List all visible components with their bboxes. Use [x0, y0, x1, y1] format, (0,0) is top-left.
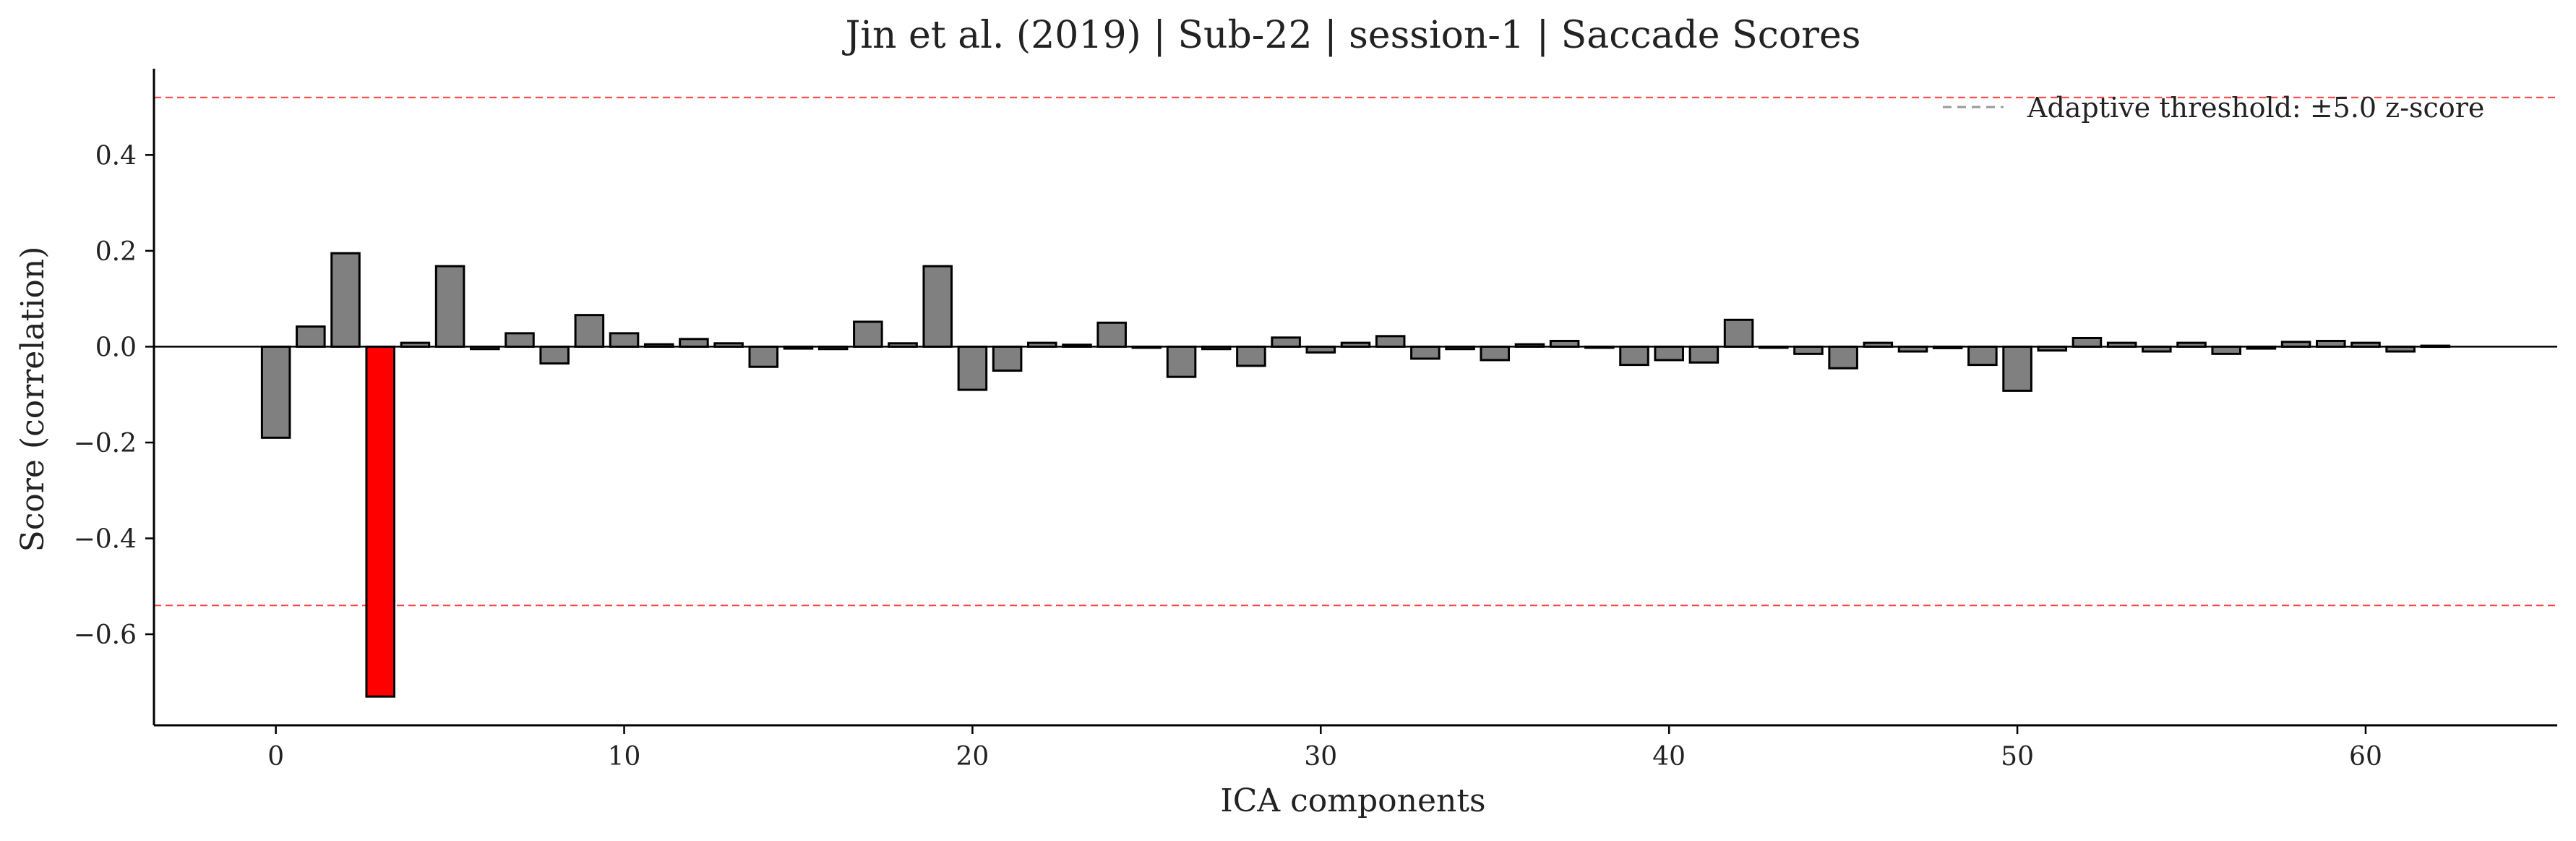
bar-component-45 — [1828, 345, 1858, 370]
bar-component-29 — [1271, 336, 1301, 348]
bar-component-19 — [922, 265, 953, 348]
x-tick-label-0: 0 — [267, 742, 284, 772]
bar-component-20 — [957, 345, 988, 391]
bar-component-21 — [992, 345, 1023, 372]
x-ticks: 0 10 20 30 40 50 60 — [267, 725, 2382, 772]
bar-component-5 — [434, 265, 465, 348]
bar-component-24 — [1096, 321, 1127, 348]
x-tick-label-10: 10 — [608, 742, 641, 772]
bar-component-32 — [1375, 335, 1406, 348]
x-tick-label-50: 50 — [2001, 742, 2034, 772]
chart-title: Jin et al. (2019) | Sub-22 | session-1 |… — [842, 14, 1861, 57]
bar-component-42 — [1723, 318, 1754, 348]
bar-component-56 — [2211, 345, 2241, 355]
x-tick-label-30: 30 — [1304, 742, 1337, 772]
bar-component-0 — [260, 345, 291, 439]
bar-component-17 — [853, 320, 883, 348]
bar-component-1 — [296, 325, 326, 348]
bar-component-7 — [505, 332, 535, 348]
y-tick-label-5: 0.4 — [95, 141, 137, 171]
bar-component-26 — [1166, 345, 1197, 378]
bar-component-35 — [1480, 345, 1511, 362]
y-axis-label: Score (correlation) — [14, 247, 51, 552]
y-tick-label-0: −0.6 — [74, 620, 137, 650]
bar-component-9 — [574, 314, 605, 348]
bar-component-40 — [1654, 345, 1684, 362]
bar-component-14 — [748, 345, 779, 368]
bar-component-10 — [609, 332, 640, 348]
bar-component-12 — [679, 338, 709, 348]
bar-component-33 — [1410, 345, 1441, 360]
bar-component-52 — [2071, 336, 2103, 348]
y-tick-label-3: 0.0 — [95, 333, 137, 362]
bar-component-28 — [1236, 345, 1266, 367]
threshold-lines — [154, 96, 2557, 607]
bar-component-3 — [365, 345, 396, 698]
y-tick-label-1: −0.4 — [74, 525, 137, 555]
x-tick-label-20: 20 — [956, 742, 989, 772]
bar-component-2 — [330, 252, 361, 348]
y-tick-label-2: −0.2 — [74, 429, 137, 458]
bar-component-50 — [2002, 345, 2032, 392]
x-tick-label-40: 40 — [1652, 742, 1686, 772]
legend-threshold-label: Adaptive threshold: ±5.0 z-score — [2027, 92, 2484, 124]
y-ticks: −0.6 −0.4 −0.2 0.0 0.2 0.4 — [74, 141, 154, 650]
bar-component-44 — [1793, 345, 1824, 355]
x-tick-label-60: 60 — [2349, 742, 2382, 772]
x-axis-label: ICA components — [1220, 782, 1485, 819]
legend: Adaptive threshold: ±5.0 z-score — [1943, 92, 2484, 124]
bar-component-41 — [1688, 345, 1720, 364]
y-tick-label-4: 0.2 — [95, 237, 137, 267]
axes — [153, 69, 2557, 727]
bar-component-8 — [539, 345, 570, 365]
bar-component-39 — [1619, 345, 1649, 367]
bar-component-49 — [1967, 345, 1998, 367]
